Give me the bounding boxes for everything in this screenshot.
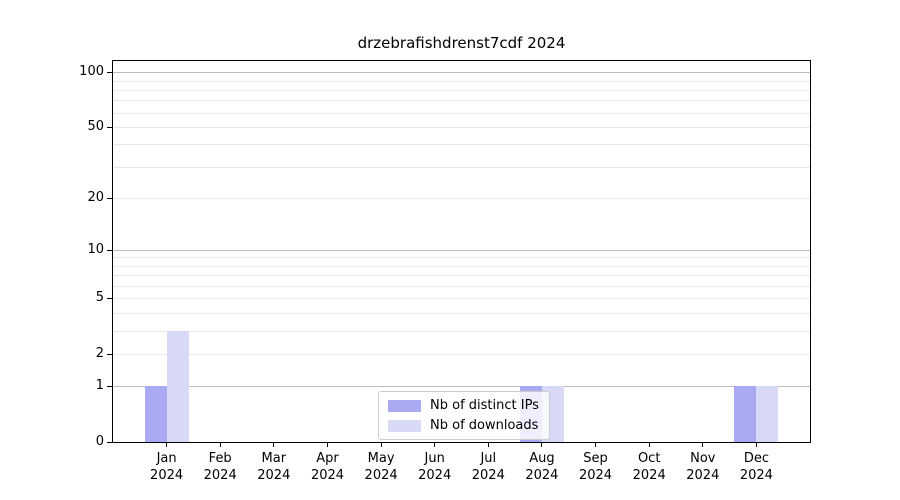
month-label: Mar bbox=[261, 451, 287, 466]
x-tick-label-apr: Apr 2024 bbox=[293, 450, 363, 484]
month-label: Nov bbox=[690, 451, 716, 466]
legend-row: Nb of downloads bbox=[388, 418, 539, 433]
y-tick bbox=[107, 298, 112, 300]
x-tick-label-dec: Dec 2024 bbox=[721, 450, 791, 484]
x-tick-label-jan: Jan 2024 bbox=[132, 450, 202, 484]
year-label: 2024 bbox=[471, 468, 505, 483]
x-tick-label-aug: Aug 2024 bbox=[507, 450, 577, 484]
bar-nb-of-downloads-jan bbox=[166, 330, 189, 442]
month-label: Jan bbox=[156, 451, 177, 466]
year-label: 2024 bbox=[686, 468, 720, 483]
bar-nb-of-distinct-ips-jan bbox=[144, 386, 167, 442]
minor-gridline bbox=[113, 100, 810, 102]
month-label: Sep bbox=[583, 451, 608, 466]
x-tick bbox=[380, 443, 382, 447]
x-tick bbox=[702, 443, 704, 447]
legend-swatch-nb-of-downloads bbox=[388, 419, 421, 432]
y-tick-label: 5 bbox=[95, 290, 104, 306]
x-tick-label-jun: Jun 2024 bbox=[400, 450, 470, 484]
y-tick bbox=[107, 72, 112, 74]
x-tick bbox=[648, 443, 650, 447]
x-tick-label-may: May 2024 bbox=[346, 450, 416, 484]
month-label: Feb bbox=[208, 451, 232, 466]
month-label: Jun bbox=[424, 451, 445, 466]
y-tick bbox=[107, 386, 112, 388]
y-tick-label: 50 bbox=[87, 118, 104, 134]
year-label: 2024 bbox=[739, 468, 773, 483]
chart-title: drzebrafishdrenst7cdf 2024 bbox=[357, 34, 566, 52]
plot-area: Nb of distinct IPs Nb of downloads bbox=[112, 60, 811, 443]
x-tick-label-nov: Nov 2024 bbox=[668, 450, 738, 484]
year-label: 2024 bbox=[203, 468, 237, 483]
minor-gridline bbox=[113, 126, 810, 128]
y-tick bbox=[107, 249, 112, 251]
y-tick bbox=[107, 198, 112, 199]
x-tick bbox=[541, 443, 543, 447]
x-tick-label-mar: Mar 2024 bbox=[239, 450, 309, 484]
x-tick bbox=[166, 443, 168, 447]
major-gridline bbox=[113, 249, 810, 251]
y-tick bbox=[107, 442, 112, 443]
bar-nb-of-downloads-dec bbox=[756, 386, 779, 442]
year-label: 2024 bbox=[578, 468, 613, 483]
y-tick-label: 100 bbox=[79, 64, 104, 80]
y-tick-label: 20 bbox=[87, 190, 104, 205]
y-tick-label: 2 bbox=[95, 345, 104, 361]
legend-label: Nb of downloads bbox=[430, 418, 539, 433]
month-label: Oct bbox=[637, 451, 661, 466]
x-tick bbox=[434, 443, 436, 447]
month-label: May bbox=[367, 451, 395, 466]
year-label: 2024 bbox=[364, 468, 398, 483]
y-tick-label: 0 bbox=[95, 434, 104, 449]
minor-gridline bbox=[113, 80, 810, 82]
minor-gridline bbox=[113, 330, 810, 332]
month-label: Apr bbox=[316, 451, 339, 466]
x-tick bbox=[327, 443, 328, 447]
y-tick-label: 1 bbox=[95, 378, 104, 394]
legend: Nb of distinct IPs Nb of downloads bbox=[378, 391, 550, 440]
minor-gridline bbox=[113, 89, 810, 91]
x-tick bbox=[219, 443, 221, 447]
legend-label: Nb of distinct IPs bbox=[430, 398, 539, 413]
y-tick bbox=[107, 353, 112, 355]
x-tick-label-jul: Jul 2024 bbox=[453, 450, 523, 484]
major-gridline bbox=[113, 72, 810, 74]
minor-gridline bbox=[113, 313, 810, 314]
minor-gridline bbox=[113, 144, 810, 146]
x-tick bbox=[487, 443, 489, 447]
year-label: 2024 bbox=[418, 468, 452, 483]
x-tick-label-feb: Feb 2024 bbox=[185, 450, 255, 484]
x-tick-label-sep: Sep 2024 bbox=[561, 450, 631, 484]
year-label: 2024 bbox=[525, 468, 559, 483]
month-label: Aug bbox=[529, 451, 555, 466]
year-label: 2024 bbox=[150, 468, 184, 483]
minor-gridline bbox=[113, 257, 810, 259]
month-label: Jul bbox=[480, 451, 497, 466]
minor-gridline bbox=[113, 275, 810, 277]
year-label: 2024 bbox=[257, 468, 291, 483]
minor-gridline bbox=[113, 198, 810, 199]
minor-gridline bbox=[113, 265, 810, 267]
minor-gridline bbox=[113, 298, 810, 300]
legend-swatch-nb-of-distinct-ips bbox=[388, 399, 421, 412]
year-label: 2024 bbox=[310, 468, 345, 483]
x-tick bbox=[595, 443, 596, 447]
minor-gridline bbox=[113, 353, 810, 355]
x-tick bbox=[755, 443, 757, 447]
year-label: 2024 bbox=[632, 468, 666, 483]
minor-gridline bbox=[113, 112, 810, 114]
legend-row: Nb of distinct IPs bbox=[388, 398, 539, 413]
bar-nb-of-distinct-ips-dec bbox=[734, 386, 757, 442]
y-tick-label: 10 bbox=[87, 241, 104, 257]
month-label: Dec bbox=[743, 451, 769, 466]
y-tick bbox=[107, 126, 112, 128]
major-gridline bbox=[113, 386, 810, 388]
minor-gridline bbox=[113, 166, 810, 168]
x-tick bbox=[273, 443, 275, 447]
x-tick-label-oct: Oct 2024 bbox=[614, 450, 684, 484]
minor-gridline bbox=[113, 286, 810, 287]
